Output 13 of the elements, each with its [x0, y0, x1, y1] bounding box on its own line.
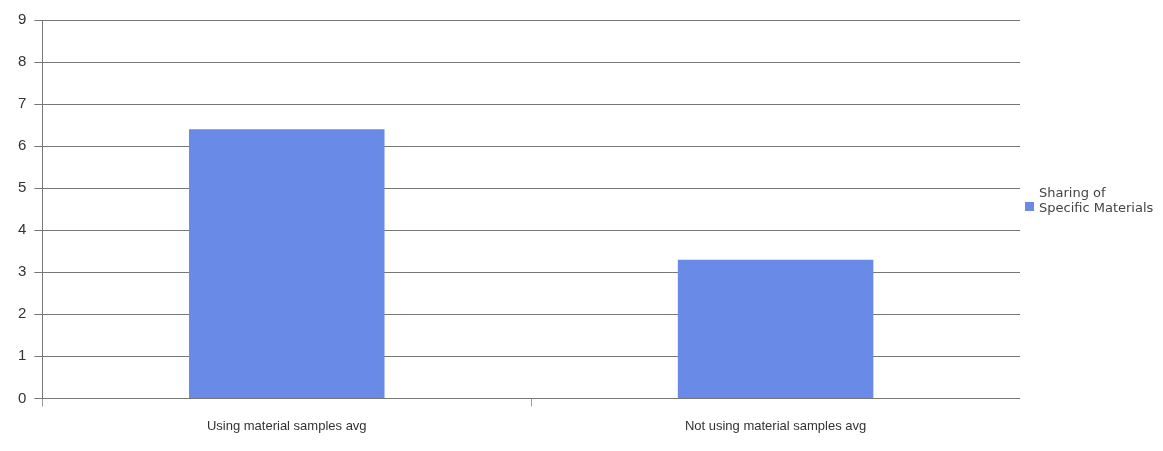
y-tick-label: 7	[18, 94, 27, 112]
y-tick-label: 8	[18, 52, 27, 70]
y-tick-label: 0	[18, 388, 27, 406]
x-tick-label: Using material samples avg	[206, 417, 367, 433]
legend-label: Sharing of Specific Materials	[1039, 185, 1155, 215]
x-tick-label: Not using material samples avg	[684, 417, 867, 433]
y-tick-label: 5	[18, 178, 27, 196]
y-tick-label: 1	[18, 346, 27, 364]
y-tick-label: 2	[18, 304, 27, 322]
y-tick-label: 4	[18, 220, 27, 238]
y-tick-label: 9	[18, 10, 27, 28]
y-tick-label: 6	[18, 136, 27, 154]
y-tick-label: 3	[18, 262, 27, 280]
